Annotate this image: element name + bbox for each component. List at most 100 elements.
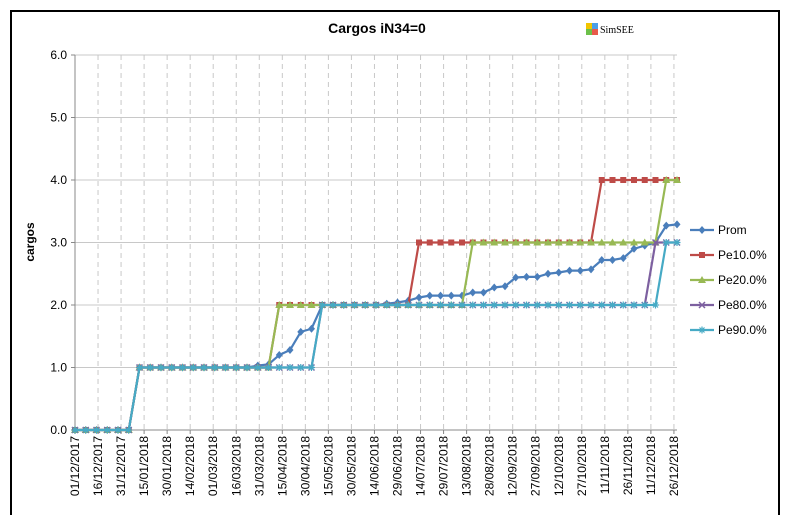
marker [179, 364, 186, 371]
marker [587, 301, 595, 309]
marker [297, 364, 305, 371]
marker [609, 301, 616, 309]
marker [222, 364, 229, 371]
series [71, 239, 681, 434]
marker [82, 426, 90, 434]
marker [533, 301, 541, 309]
marker [447, 301, 455, 309]
x-tick-label: 01/03/2018 [206, 436, 220, 496]
marker [383, 301, 391, 309]
x-tick-label: 28/08/2018 [483, 436, 497, 496]
marker [232, 364, 240, 371]
x-tick-label: 14/06/2018 [367, 436, 381, 496]
y-tick-label: 5.0 [50, 111, 67, 125]
marker [372, 301, 380, 309]
marker [437, 239, 444, 246]
marker [587, 238, 595, 246]
marker [415, 293, 423, 302]
marker [566, 266, 573, 275]
y-tick-label: 0.0 [50, 423, 67, 437]
marker [609, 256, 616, 264]
marker [286, 364, 294, 371]
marker [652, 177, 659, 183]
marker [576, 238, 585, 246]
marker [114, 426, 122, 434]
legend-marker [698, 276, 706, 283]
marker [490, 238, 499, 246]
marker [361, 301, 369, 309]
marker [351, 301, 358, 309]
marker [340, 301, 348, 309]
marker [566, 301, 573, 309]
marker [576, 301, 584, 309]
marker [630, 238, 638, 246]
marker [103, 426, 111, 434]
marker [512, 301, 520, 309]
marker [157, 364, 165, 371]
marker [522, 238, 531, 246]
marker [673, 220, 681, 229]
y-axis-label: cargos [23, 222, 37, 262]
marker [125, 426, 133, 434]
legend-marker [699, 252, 705, 258]
marker [308, 324, 315, 333]
marker [673, 239, 681, 246]
legend-label: Pe80.0% [718, 298, 767, 312]
marker [565, 238, 574, 246]
marker [275, 364, 283, 371]
marker [71, 426, 79, 434]
marker [652, 301, 659, 309]
marker [189, 364, 197, 371]
x-tick-label: 27/09/2018 [529, 436, 543, 496]
x-tick-label: 30/04/2018 [298, 436, 312, 496]
x-tick-label: 16/12/2017 [91, 436, 105, 496]
marker [307, 301, 316, 308]
marker [308, 364, 315, 371]
x-tick-label: 31/12/2017 [114, 436, 128, 496]
marker [651, 238, 660, 247]
logo-square [592, 23, 598, 29]
marker [394, 301, 401, 309]
marker [479, 238, 488, 246]
marker [458, 301, 466, 309]
legend-marker [698, 301, 706, 309]
marker [480, 301, 487, 309]
marker [641, 177, 648, 183]
legend-marker [698, 226, 706, 234]
marker [555, 268, 563, 277]
x-tick-label: 12/09/2018 [506, 436, 520, 496]
marker [576, 266, 584, 275]
y-tick-label: 4.0 [50, 173, 67, 187]
logo-text: SimSEE [600, 25, 634, 36]
marker [168, 364, 176, 371]
marker [662, 239, 670, 246]
marker [426, 301, 434, 309]
marker [544, 238, 552, 246]
marker [426, 291, 434, 300]
y-tick-label: 6.0 [50, 48, 67, 62]
x-tick-label: 13/08/2018 [460, 436, 474, 496]
marker [286, 301, 294, 308]
marker [200, 364, 208, 371]
logo-square [586, 29, 592, 35]
marker [501, 238, 509, 246]
marker [501, 282, 509, 291]
marker [437, 291, 444, 300]
marker [662, 176, 671, 183]
x-tick-label: 26/11/2018 [621, 436, 635, 495]
legend-label: Pe90.0% [718, 323, 767, 337]
x-tick-label: 30/01/2018 [160, 436, 174, 496]
marker [136, 364, 143, 371]
y-tick-label: 1.0 [50, 361, 67, 375]
y-tick-label: 2.0 [50, 298, 67, 312]
legend-label: Prom [718, 223, 747, 237]
marker [469, 288, 477, 297]
x-tick-label: 15/04/2018 [275, 436, 289, 496]
marker [640, 238, 649, 246]
marker [619, 254, 627, 263]
x-tick-label: 15/01/2018 [137, 436, 151, 496]
logo: SimSEE [586, 23, 634, 36]
marker [631, 177, 637, 183]
marker [254, 364, 262, 371]
marker [598, 301, 606, 309]
